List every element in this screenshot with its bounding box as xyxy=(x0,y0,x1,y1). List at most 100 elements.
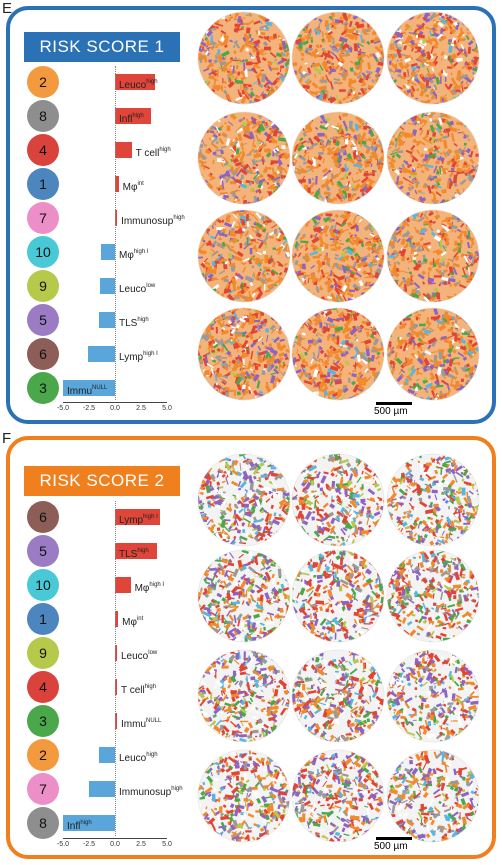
bar-label: Leucohigh xyxy=(119,752,158,764)
bar-immunosup-7 xyxy=(115,210,118,226)
cluster-circle-9: 9 xyxy=(27,270,59,302)
x-tick-label: -2.5 xyxy=(82,405,96,412)
panel-f-title: RISK SCORE 2 xyxy=(24,466,180,496)
cluster-circle-1: 1 xyxy=(27,603,59,635)
cluster-circle-4: 4 xyxy=(27,134,59,166)
tma-core-image xyxy=(291,307,385,401)
tma-core-image xyxy=(386,307,480,401)
bar-t-cell-4 xyxy=(115,142,132,158)
bar-label: TLShigh xyxy=(119,548,149,560)
scale-bar-label: 500 µm xyxy=(374,406,408,417)
bar-m--10 xyxy=(115,577,131,593)
x-tick-label: -5.0 xyxy=(56,405,70,412)
bar-label: T cellhigh xyxy=(121,684,157,696)
bar-lymp-6 xyxy=(115,509,160,525)
bar-label: Mφhigh I xyxy=(119,249,149,261)
bar-leuco-9 xyxy=(100,278,115,294)
tma-core-image xyxy=(197,111,291,205)
scale-bar xyxy=(376,837,412,840)
cluster-circle-10: 10 xyxy=(27,569,59,601)
tma-core-image xyxy=(291,649,385,743)
tma-core-image xyxy=(291,11,385,105)
bar-label: Mφint xyxy=(122,181,144,193)
cluster-circle-3: 3 xyxy=(27,372,59,404)
bar-t-cell-4 xyxy=(115,679,117,695)
cluster-circle-2: 2 xyxy=(27,739,59,771)
bar-label: Immunosuphigh xyxy=(119,786,183,798)
tma-core-image xyxy=(197,209,291,303)
bar-leuco-2 xyxy=(99,747,115,763)
cluster-circle-8: 8 xyxy=(27,100,59,132)
tma-core-image xyxy=(386,453,480,547)
bar-label: ImmuNULL xyxy=(121,718,162,730)
panel-e-letter: E xyxy=(2,0,13,17)
tma-core-image xyxy=(386,11,480,105)
x-tick-label: 0.0 xyxy=(110,405,120,412)
bar-infl-8 xyxy=(115,108,152,124)
bar-label: Lymphigh I xyxy=(119,351,158,363)
panel-e-title: RISK SCORE 1 xyxy=(24,32,180,62)
scale-bar-label: 500 µm xyxy=(374,841,408,852)
bar-m--1 xyxy=(115,176,119,192)
bar-label: T cellhigh xyxy=(135,147,171,159)
cluster-circle-10: 10 xyxy=(27,236,59,268)
bar-label: Leucolow xyxy=(121,650,158,662)
tma-core-image xyxy=(197,307,291,401)
bar-label: Inflhigh xyxy=(119,113,144,125)
x-axis xyxy=(63,402,167,403)
tma-core-image xyxy=(291,749,385,843)
bar-m--10 xyxy=(101,244,115,260)
tma-core-image xyxy=(197,453,291,547)
cluster-circle-7: 7 xyxy=(27,202,59,234)
cluster-circle-6: 6 xyxy=(27,501,59,533)
cluster-circle-2: 2 xyxy=(27,66,59,98)
tma-core-image xyxy=(386,111,480,205)
cluster-circle-5: 5 xyxy=(27,535,59,567)
tma-core-image xyxy=(197,549,291,643)
bar-immu-3 xyxy=(115,713,117,729)
x-tick-label: 5.0 xyxy=(162,841,172,848)
bar-infl-8 xyxy=(63,815,115,831)
cluster-circle-4: 4 xyxy=(27,671,59,703)
tma-core-image xyxy=(291,209,385,303)
bar-label: ImmuNULL xyxy=(67,385,108,397)
x-tick-label: 5.0 xyxy=(162,405,172,412)
bar-leuco-9 xyxy=(115,645,117,661)
bar-leuco-2 xyxy=(115,74,155,90)
tma-core-image xyxy=(291,453,385,547)
bar-label: Lymphigh I xyxy=(119,514,158,526)
x-tick-label: 0.0 xyxy=(110,841,120,848)
panel-f-letter: F xyxy=(2,430,12,447)
cluster-circle-5: 5 xyxy=(27,304,59,336)
zero-line xyxy=(115,66,116,400)
tma-core-image xyxy=(386,209,480,303)
tma-core-image xyxy=(197,649,291,743)
bar-label: Inflhigh xyxy=(67,820,92,832)
x-axis xyxy=(63,838,167,839)
x-tick-label: 2.5 xyxy=(136,841,146,848)
tma-core-image xyxy=(386,549,480,643)
cluster-circle-8: 8 xyxy=(27,807,59,839)
scale-bar xyxy=(376,402,412,405)
bar-lymp-6 xyxy=(87,346,115,362)
zero-line xyxy=(115,501,116,836)
bar-tls-5 xyxy=(99,312,115,328)
cluster-circle-6: 6 xyxy=(27,338,59,370)
tma-core-image xyxy=(291,111,385,205)
cluster-circle-9: 9 xyxy=(27,637,59,669)
bar-label: Leucolow xyxy=(119,283,156,295)
x-tick-label: 2.5 xyxy=(136,405,146,412)
cluster-circle-3: 3 xyxy=(27,705,59,737)
bar-immunosup-7 xyxy=(89,781,115,797)
bar-label: Immunosuphigh xyxy=(121,215,185,227)
tma-core-image xyxy=(197,749,291,843)
bar-m--1 xyxy=(115,611,119,627)
bar-tls-5 xyxy=(115,543,157,559)
bar-label: Leucohigh xyxy=(119,79,158,91)
tma-core-image xyxy=(386,649,480,743)
cluster-circle-1: 1 xyxy=(27,168,59,200)
x-tick-label: -5.0 xyxy=(56,841,70,848)
tma-core-image xyxy=(197,11,291,105)
tma-core-image xyxy=(386,749,480,843)
tma-core-image xyxy=(291,549,385,643)
